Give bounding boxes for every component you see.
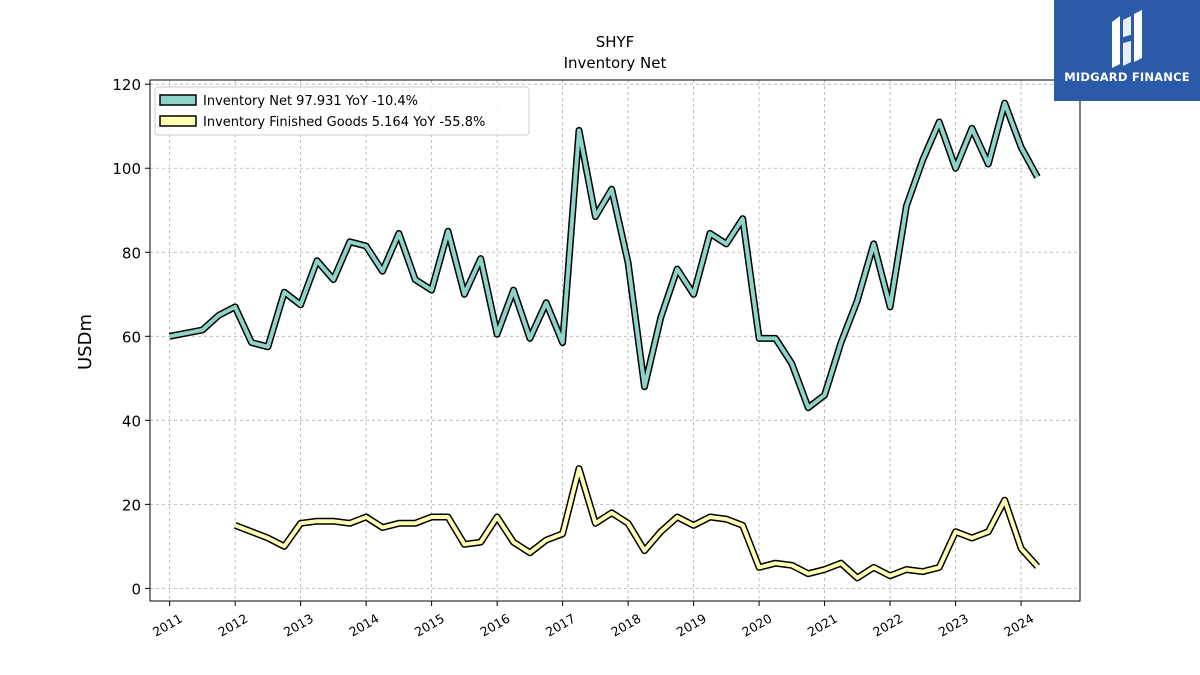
x-tick-label: 2011	[150, 611, 185, 640]
legend-box	[154, 86, 530, 136]
midgard-finance-logo: MIDGARD FINANCE	[1054, 0, 1200, 101]
legend: Inventory Net 97.931 YoY -10.4% Inventory…	[154, 86, 530, 136]
x-tick-label: 2022	[870, 611, 905, 640]
legend-swatch	[159, 94, 197, 106]
y-tick-label: 60	[122, 328, 141, 346]
x-tick-label: 2014	[346, 611, 381, 640]
x-tick-label: 2012	[215, 611, 250, 640]
x-tick-label: 2017	[543, 611, 578, 640]
y-tick-label: 40	[122, 412, 141, 430]
chart-subtitle: Inventory Net	[564, 54, 667, 72]
x-tick-label: 2021	[805, 611, 840, 640]
grid	[150, 80, 1080, 601]
legend-swatch	[159, 115, 197, 127]
series-0-line	[169, 101, 1040, 410]
y-tick-label: 120	[112, 76, 141, 94]
logo-text: MIDGARD FINANCE	[1064, 70, 1190, 84]
y-axis: 0 20 40 60 80 100 120	[112, 76, 150, 598]
plot-frame	[149, 79, 1081, 602]
series-group	[168, 99, 1041, 582]
x-axis: 2011 2012 2013 2014 2015 2016 2017 2018 2019 2020…	[150, 601, 1036, 640]
legend-label: Inventory Net 97.931 YoY -10.4%	[203, 94, 418, 109]
y-tick-label: 100	[112, 160, 141, 178]
x-tick-label: 2019	[674, 611, 709, 640]
x-tick-label: 2016	[477, 611, 512, 640]
x-tick-label: 2018	[608, 611, 643, 640]
y-axis-label: USDm	[75, 314, 96, 370]
midgard-logo-icon	[1112, 10, 1142, 68]
legend-label: Inventory Finished Goods 5.164 YoY -55.8…	[203, 115, 485, 130]
x-tick-label: 2024	[1001, 611, 1036, 640]
x-tick-label: 2020	[739, 611, 774, 640]
series-1-line	[234, 466, 1039, 580]
y-tick-label: 0	[131, 580, 141, 598]
y-tick-label: 20	[122, 496, 141, 514]
x-tick-label: 2023	[936, 611, 971, 640]
series-0-outline	[168, 99, 1041, 412]
x-tick-label: 2015	[412, 611, 447, 640]
y-tick-label: 80	[122, 244, 141, 262]
chart-title: SHYF	[596, 33, 635, 51]
x-tick-label: 2013	[281, 611, 316, 640]
